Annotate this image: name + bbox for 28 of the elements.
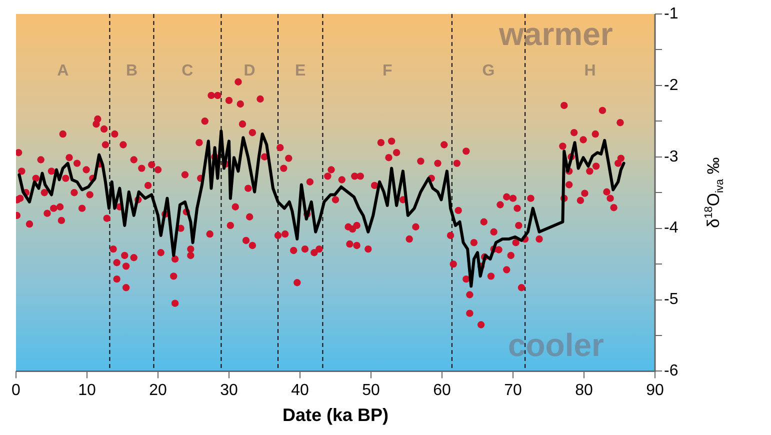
x-tick-label: 60	[433, 382, 451, 400]
x-tick-label: 30	[220, 382, 238, 400]
x-tick-label: 80	[575, 382, 593, 400]
y-tick-label: -3	[664, 148, 678, 166]
x-axis-title: Date (ka BP)	[282, 405, 389, 426]
y-tick-label: -2	[664, 76, 678, 94]
annotation: F	[382, 62, 392, 80]
annotation: warmer	[498, 16, 613, 52]
annotation: A	[57, 62, 70, 80]
y-tick-label: -4	[664, 220, 678, 237]
x-tick-label: 70	[504, 382, 522, 400]
x-tick-label: 90	[646, 382, 664, 400]
annotation: C	[182, 62, 194, 80]
annotation: H	[584, 62, 596, 80]
x-tick-label: 0	[12, 382, 21, 400]
annotation: G	[482, 62, 495, 80]
annotation: E	[295, 62, 306, 80]
x-tick-label: 50	[362, 382, 380, 400]
annotation: D	[244, 62, 256, 80]
x-tick-label: 40	[291, 382, 309, 400]
x-tick-label: 20	[149, 382, 167, 400]
y-tick-label: -5	[664, 291, 678, 308]
annotation: B	[126, 62, 138, 80]
x-tick-label: 10	[78, 382, 96, 400]
y-tick-label: -1	[664, 5, 678, 22]
annotation: cooler	[508, 327, 604, 364]
y-tick-label: -6	[664, 362, 678, 380]
y-axis-title: δ18Oiva ‰	[703, 157, 726, 228]
